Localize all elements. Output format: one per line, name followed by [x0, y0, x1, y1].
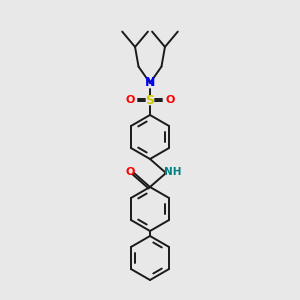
- Text: S: S: [146, 94, 154, 107]
- Text: O: O: [125, 167, 135, 177]
- Text: O: O: [165, 95, 175, 105]
- Text: N: N: [145, 76, 155, 89]
- Text: O: O: [125, 95, 135, 105]
- Text: NH: NH: [164, 167, 182, 177]
